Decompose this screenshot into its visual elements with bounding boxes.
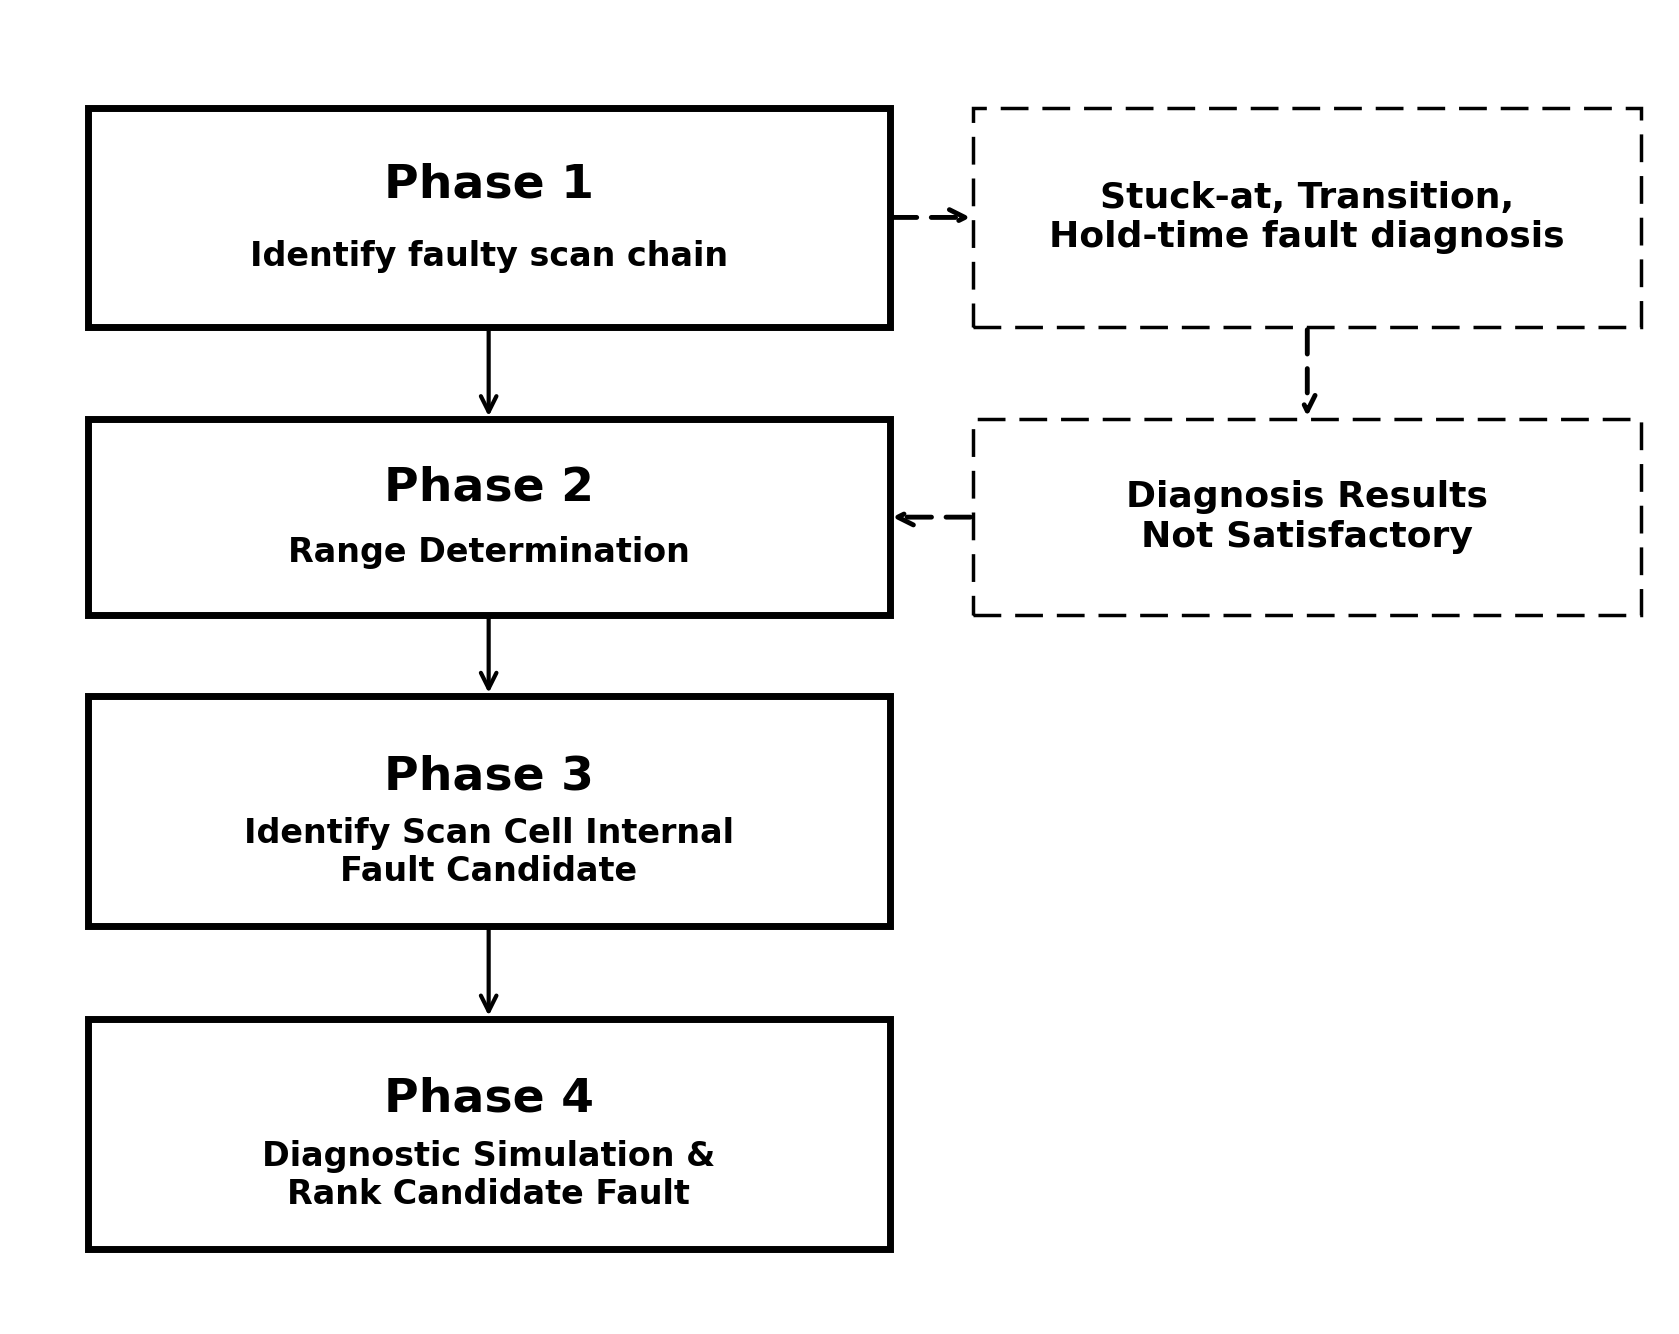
Text: Phase 2: Phase 2 (384, 466, 594, 510)
Text: Identify faulty scan chain: Identify faulty scan chain (250, 240, 727, 273)
Text: Diagnostic Simulation &
Rank Candidate Fault: Diagnostic Simulation & Rank Candidate F… (262, 1139, 715, 1211)
Bar (974, 419, 1642, 615)
Bar (87, 1019, 890, 1249)
Text: Stuck-at, Transition,
Hold-time fault diagnosis: Stuck-at, Transition, Hold-time fault di… (1049, 180, 1565, 253)
Bar (87, 696, 890, 926)
Text: Identify Scan Cell Internal
Fault Candidate: Identify Scan Cell Internal Fault Candid… (243, 816, 734, 888)
Text: Phase 4: Phase 4 (384, 1077, 594, 1122)
Bar (974, 108, 1642, 327)
Text: Phase 1: Phase 1 (384, 161, 594, 207)
Bar (87, 419, 890, 615)
Text: Diagnosis Results
Not Satisfactory: Diagnosis Results Not Satisfactory (1127, 480, 1488, 554)
Bar (87, 108, 890, 327)
Text: Range Determination: Range Determination (287, 536, 690, 568)
Text: Phase 3: Phase 3 (384, 754, 594, 799)
